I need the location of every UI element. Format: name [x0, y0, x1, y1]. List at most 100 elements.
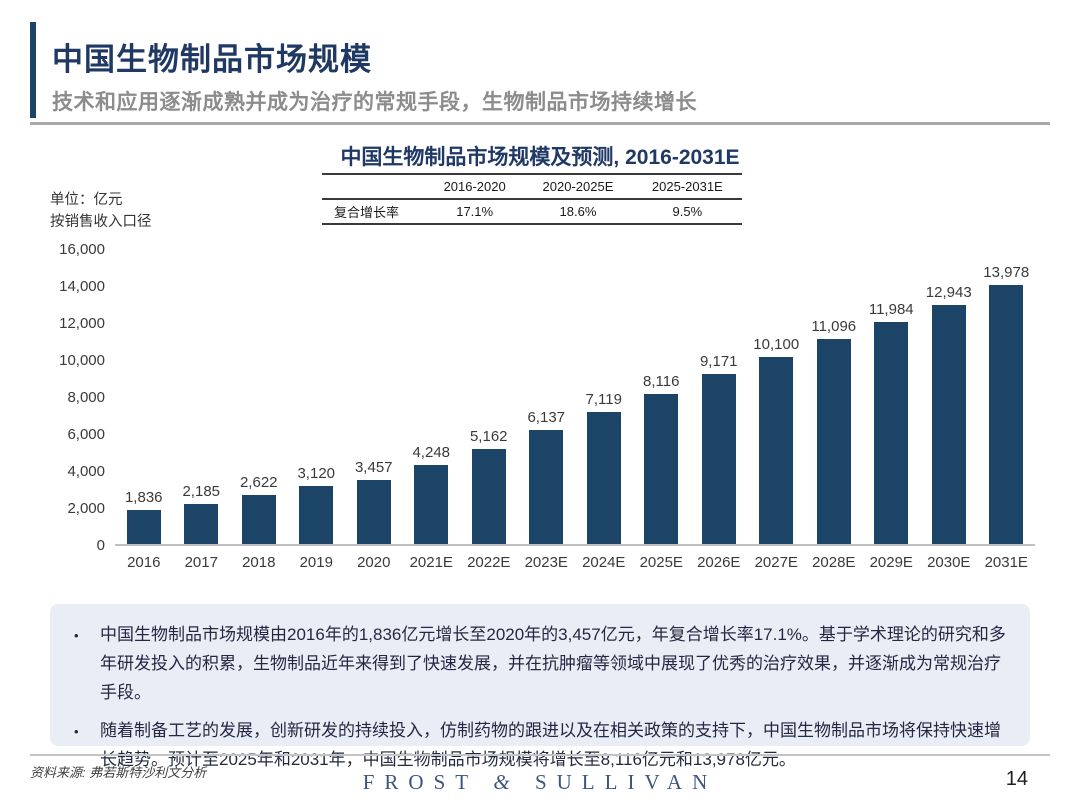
- bar: [414, 465, 449, 544]
- bar-value-label: 12,943: [925, 284, 972, 301]
- bullet-item: • 随着制备工艺的发展，创新研发的持续投入，仿制药物的跟进以及在相关政策的支持下，…: [74, 717, 1006, 775]
- y-tick-label: 16,000: [59, 241, 105, 258]
- bar-group: 5,162: [460, 250, 518, 544]
- bullet-marker: •: [74, 723, 79, 739]
- bar: [356, 480, 391, 544]
- bar-value-label: 1,836: [124, 489, 163, 506]
- cagr-header-row: 2016-2020 2020-2025E 2025-2031E: [322, 174, 742, 199]
- unit-label: 单位：亿元 按销售收入口径: [50, 190, 152, 234]
- cagr-table: 2016-2020 2020-2025E 2025-2031E 复合增长率 17.1%…: [322, 173, 742, 225]
- x-axis-label: 2029E: [869, 554, 913, 571]
- source-note: 资料来源: 弗若斯特沙利文分析: [30, 765, 207, 780]
- bar: [184, 504, 219, 544]
- cagr-corner-cell: [322, 174, 426, 199]
- x-axis-label: 2025E: [639, 554, 683, 571]
- company-logo: FROST & SULLIVAN: [0, 770, 1080, 795]
- x-axis-label: 2016: [127, 554, 161, 571]
- bar-value-label: 4,248: [412, 444, 451, 461]
- x-axis-label: 2028E: [812, 554, 856, 571]
- bar-group: 4,248: [403, 250, 461, 544]
- bar: [644, 394, 679, 544]
- y-tick-label: 2,000: [67, 500, 105, 517]
- y-axis: 0 2,000 4,000 6,000 8,000 10,000 12,000 14,000 1…: [43, 241, 105, 554]
- bar-group: 6,137: [518, 250, 576, 544]
- insights-box: • 中国生物制品市场规模由2016年的1,836亿元增长至2020年的3,457亿…: [50, 604, 1030, 769]
- bar-value-label: 7,119: [585, 391, 622, 408]
- bar-group: 2,185: [173, 250, 231, 544]
- logo-frost: FROST: [362, 770, 479, 794]
- bar: [759, 357, 794, 544]
- bar-group: 1,836: [115, 250, 173, 544]
- logo-sullivan: SULLIVAN: [534, 770, 718, 794]
- y-tick-label: 4,000: [67, 463, 105, 480]
- bar-group: 13,978: [978, 250, 1036, 544]
- bar: [931, 305, 966, 544]
- x-axis-label: 2021E: [409, 554, 453, 571]
- bar-value-label: 9,171: [699, 353, 738, 370]
- bar-group: 7,119: [575, 250, 633, 544]
- bar-value-label: 3,120: [297, 465, 336, 482]
- cagr-value-cell: 9.5%: [672, 204, 703, 219]
- bar: [241, 495, 276, 544]
- bullet-item: • 中国生物制品市场规模由2016年的1,836亿元增长至2020年的3,457亿…: [74, 621, 1006, 708]
- bar: [529, 430, 564, 544]
- plot-area: 1,836 2,185 2,622 3,120 3,457 4,248 5,162 6,137…: [115, 250, 1035, 546]
- cagr-header-cell: 2025-2031E: [651, 179, 723, 194]
- logo-ampersand-icon: &: [493, 770, 520, 794]
- x-axis-label: 2018: [242, 554, 276, 571]
- x-axis-label: 2031E: [984, 554, 1028, 571]
- x-axis-label: 2030E: [927, 554, 971, 571]
- y-tick-label: 10,000: [59, 352, 105, 369]
- chart-title: 中国生物制品市场规模及预测, 2016-2031E: [340, 146, 740, 169]
- bar-value-label: 8,116: [643, 373, 680, 390]
- bullet-text: 中国生物制品市场规模由2016年的1,836亿元增长至2020年的3,457亿元…: [100, 625, 1006, 702]
- bar-value-label: 10,100: [753, 336, 800, 353]
- bar: [816, 339, 851, 544]
- bar-group: 11,984: [863, 250, 921, 544]
- bar-value-label: 3,457: [354, 459, 393, 476]
- bar-value-label: 11,096: [811, 318, 857, 335]
- bar-group: 10,100: [748, 250, 806, 544]
- x-axis-label: 2022E: [467, 554, 511, 571]
- x-axis-label: 2020: [357, 554, 391, 571]
- bullet-text: 随着制备工艺的发展，创新研发的持续投入，仿制药物的跟进以及在相关政策的支持下，中…: [100, 720, 1001, 769]
- bullet-marker: •: [74, 628, 79, 643]
- x-axis-label: 2026E: [697, 554, 741, 571]
- bar: [471, 449, 506, 544]
- cagr-value-cell: 18.6%: [559, 204, 597, 219]
- y-tick-label: 14,000: [59, 278, 105, 295]
- bar-value-label: 5,162: [469, 428, 508, 445]
- cagr-row-label: 复合增长率: [334, 205, 400, 220]
- bar-value-label: 2,185: [182, 483, 221, 500]
- bar: [989, 285, 1024, 544]
- x-axis-label: 2024E: [582, 554, 626, 571]
- bar-group: 3,457: [345, 250, 403, 544]
- x-axis-label: 2019: [299, 554, 333, 571]
- x-axis-label: 2017: [184, 554, 218, 571]
- bar-group: 12,943: [920, 250, 978, 544]
- cagr-header-cell: 2020-2025E: [542, 179, 614, 194]
- bar-group: 8,116: [633, 250, 691, 544]
- header-divider: [30, 122, 1050, 125]
- page-number: 14: [1005, 768, 1028, 790]
- bar-group: 9,171: [690, 250, 748, 544]
- unit-label-line1: 单位：亿元: [50, 192, 123, 208]
- bar-value-label: 13,978: [983, 264, 1030, 281]
- page-title: 中国生物制品市场规模: [52, 42, 372, 77]
- cagr-value-cell: 17.1%: [456, 204, 494, 219]
- bar-group: 11,096: [805, 250, 863, 544]
- page-subtitle: 技术和应用逐渐成熟并成为治疗的常规手段，生物制品市场持续增长: [52, 91, 697, 114]
- bar-group: 3,120: [288, 250, 346, 544]
- bar-value-label: 6,137: [527, 409, 566, 426]
- cagr-value-row: 复合增长率 17.1% 18.6% 9.5%: [322, 199, 742, 224]
- bar: [586, 412, 621, 544]
- y-tick-label: 8,000: [67, 389, 105, 406]
- bar: [299, 486, 334, 544]
- x-axis-label: 2027E: [754, 554, 798, 571]
- x-axis-label: 2023E: [524, 554, 568, 571]
- bar-value-label: 11,984: [868, 301, 914, 318]
- unit-label-line2: 按销售收入口径: [50, 213, 152, 230]
- bar-group: 2,622: [230, 250, 288, 544]
- bar: [701, 374, 736, 544]
